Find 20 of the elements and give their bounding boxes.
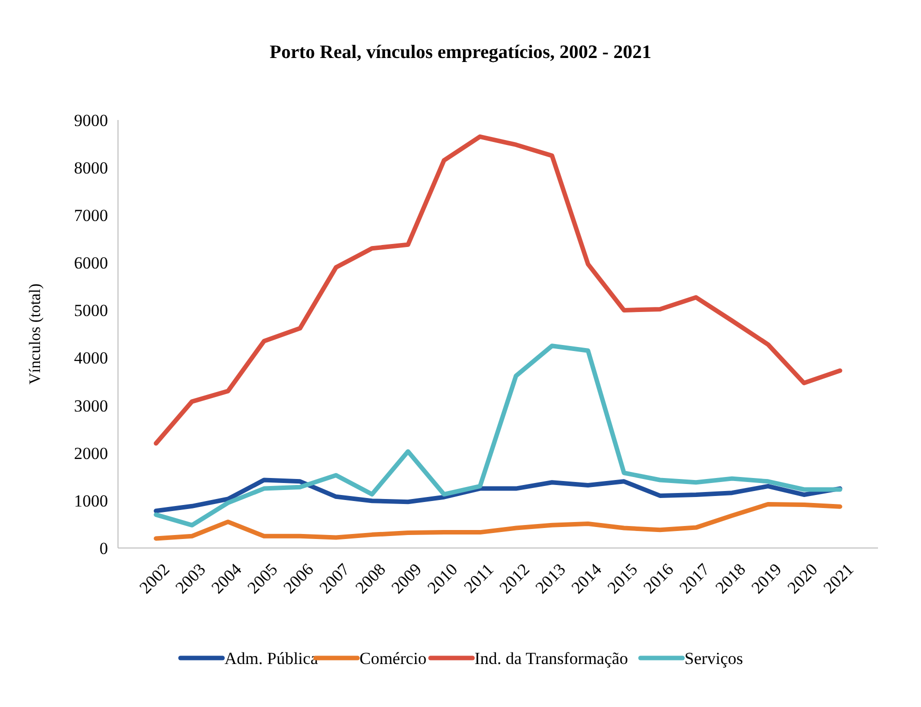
y-tick-label: 0 [100, 538, 108, 558]
chart-title: Porto Real, vínculos empregatícios, 2002 - 2021 [270, 42, 652, 63]
y-axis-title: Vínculos (total) [27, 284, 44, 384]
legend-label: Adm. Pública [224, 648, 318, 668]
legend-label: Ind. da Transformação [474, 648, 628, 668]
y-tick-label: 8000 [74, 158, 108, 178]
line-series [154, 502, 842, 541]
line-series [154, 134, 842, 446]
y-tick-label: 9000 [74, 110, 108, 130]
y-tick-label: 6000 [74, 254, 108, 273]
y-tick-label: 7000 [74, 206, 108, 226]
y-tick-label: 3000 [74, 396, 108, 416]
y-tick-label: 5000 [74, 301, 108, 320]
line-series [154, 478, 842, 514]
y-tick-label: 4000 [74, 348, 108, 368]
legend-label: Comércio [360, 648, 427, 668]
y-tick-label: 2000 [74, 444, 108, 463]
y-tick-label: 1000 [74, 491, 108, 510]
line-series [154, 344, 842, 528]
legend-label: Serviços [684, 648, 744, 668]
